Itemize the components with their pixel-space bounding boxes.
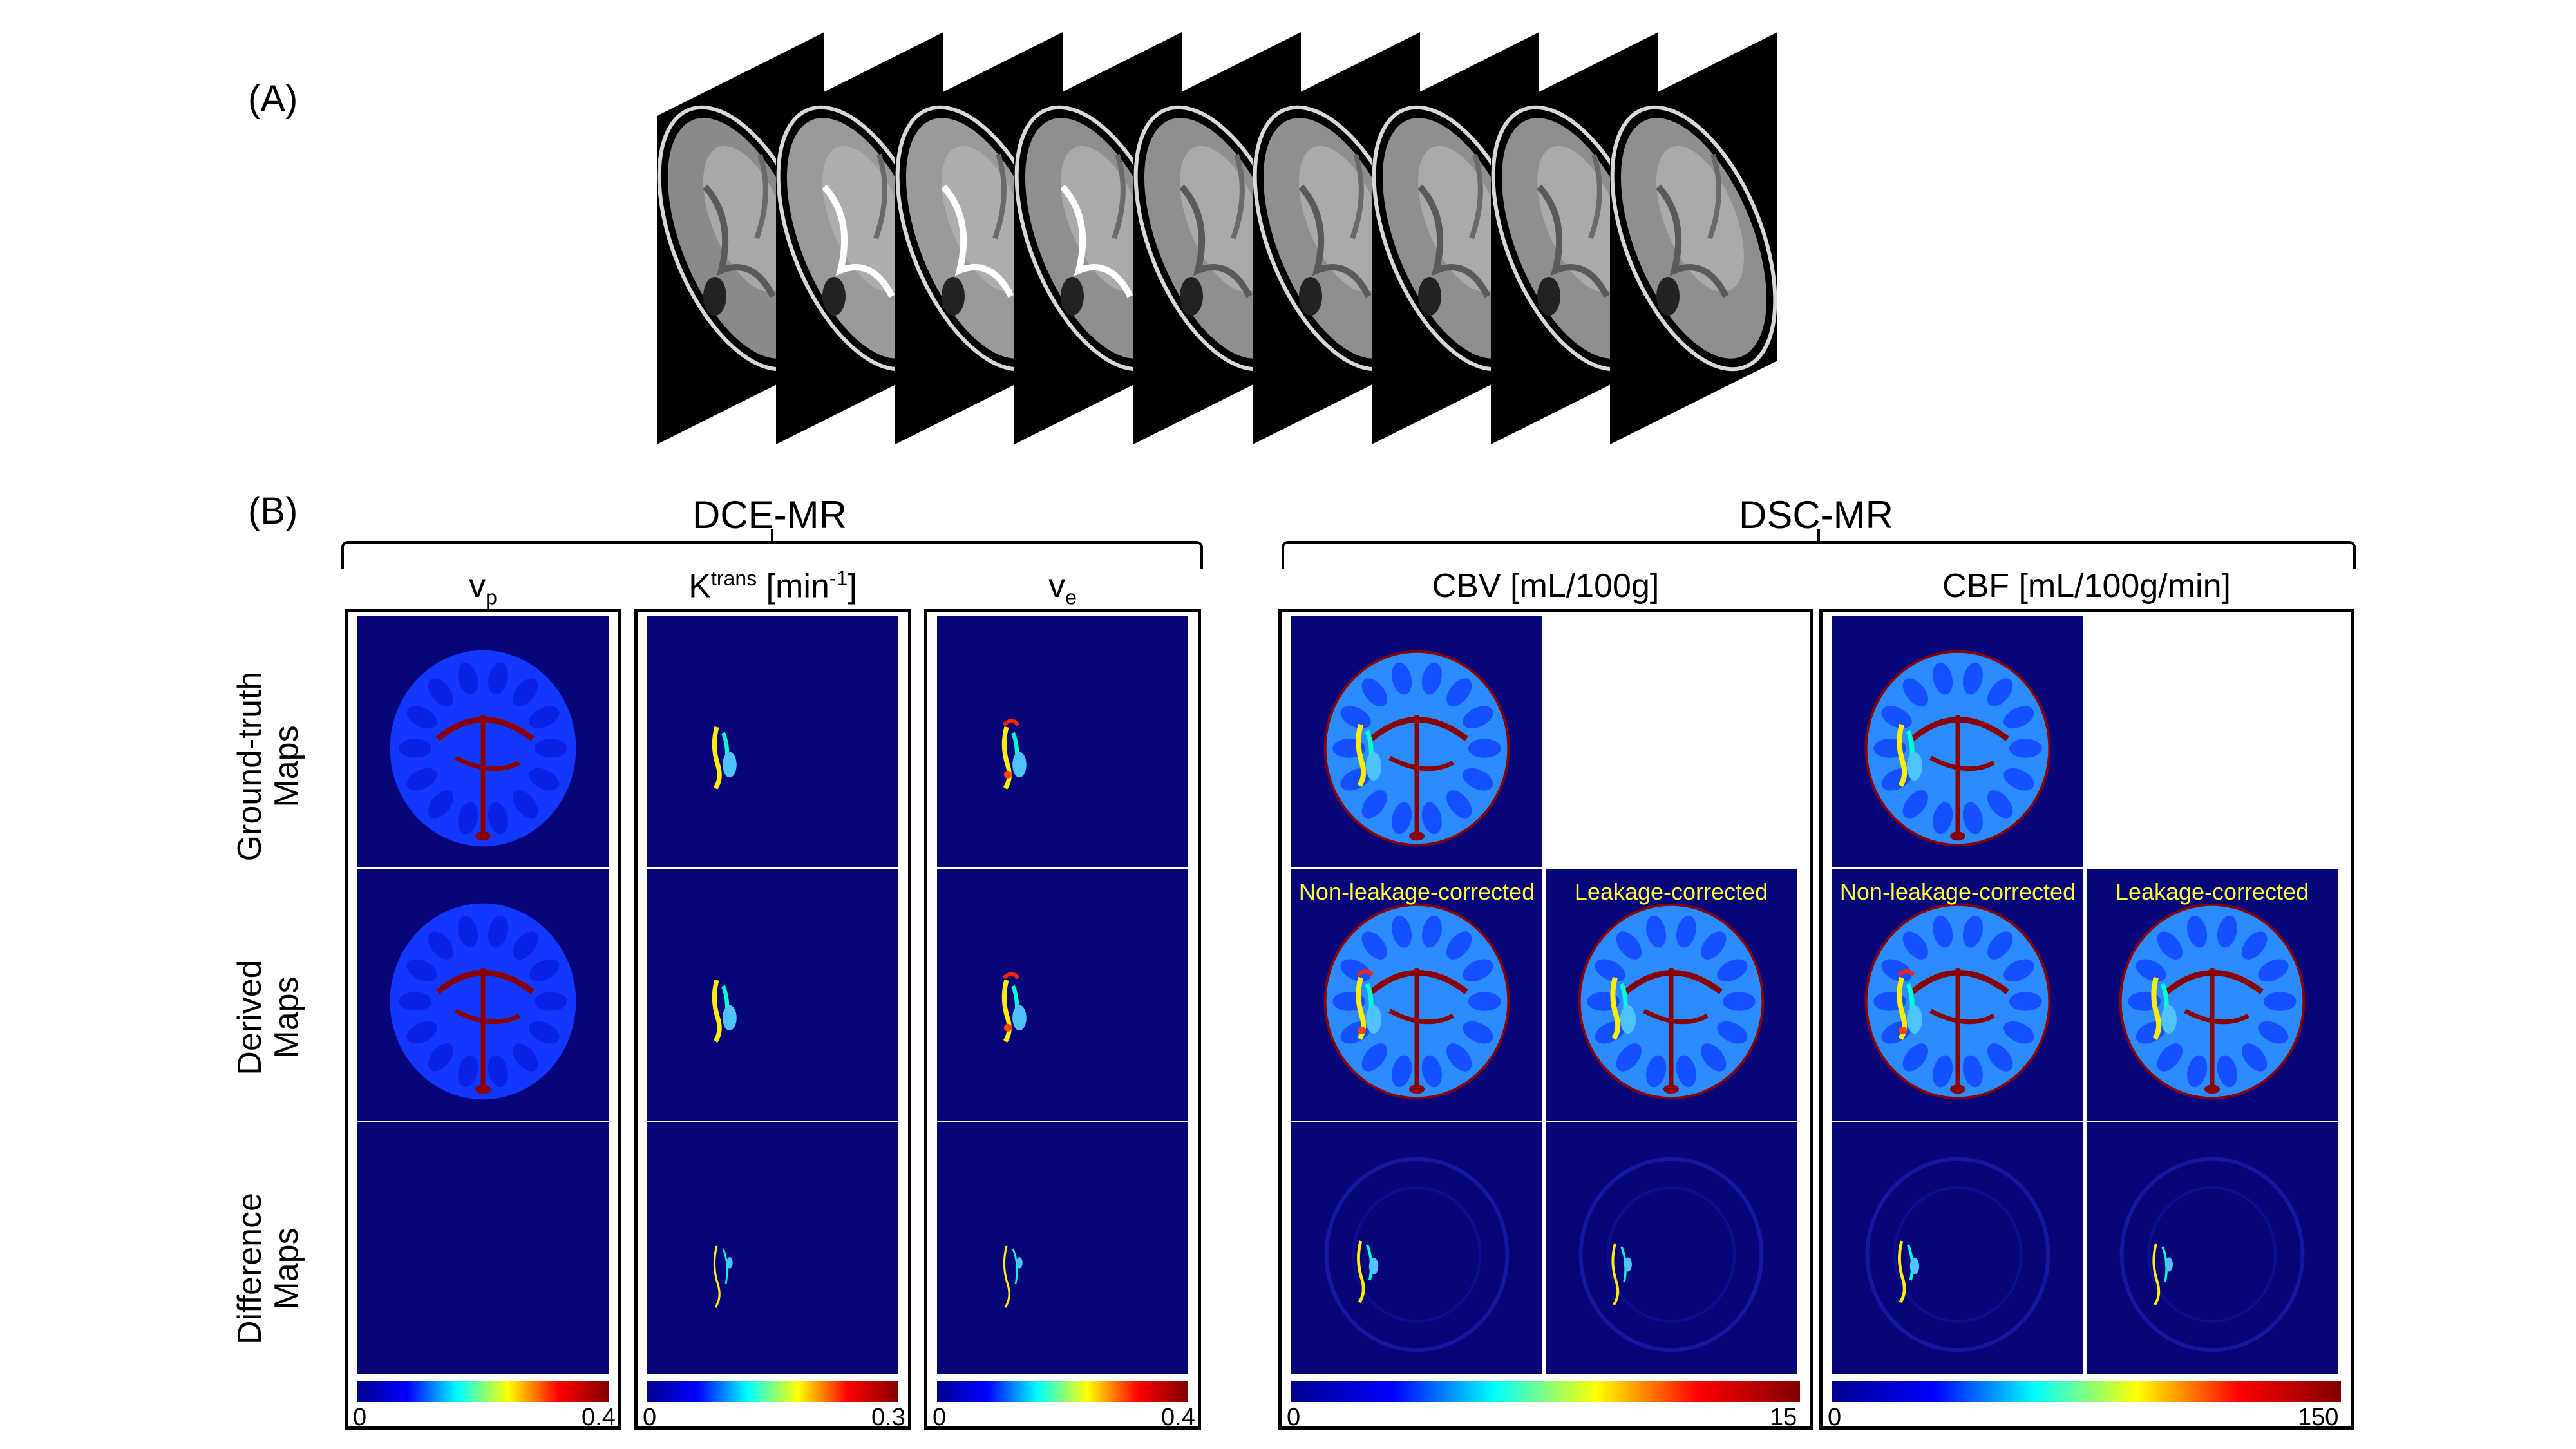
ktrans-ground-truth-map xyxy=(647,616,898,867)
cbf-difference-leakage-map xyxy=(2087,1122,2338,1374)
cbv-colorbar xyxy=(1291,1381,1800,1402)
cbf-derived-leakage-map: Leakage-corrected xyxy=(2087,869,2338,1121)
cbv-colorbar-min: 0 xyxy=(1287,1404,1301,1431)
dsc-mr-bracket xyxy=(1282,541,2356,569)
ktrans-colorbar-min: 0 xyxy=(643,1404,657,1431)
column-title-cbv: CBV [mL/100g] xyxy=(1432,567,1660,605)
cbv-difference-non-leakage-map xyxy=(1291,1122,1542,1374)
ve-derived-map xyxy=(937,869,1188,1121)
ve-colorbar xyxy=(937,1381,1188,1402)
mri-slice-9 xyxy=(1610,32,1777,444)
panel-b-label: (B) xyxy=(248,490,298,532)
ve-difference-map xyxy=(937,1122,1188,1374)
cbv-colorbar-max: 15 xyxy=(1770,1404,1797,1431)
cbv-derived-leakage-map: Leakage-corrected xyxy=(1546,869,1797,1121)
vp-colorbar-min: 0 xyxy=(353,1404,367,1431)
vp-colorbar-max: 0.4 xyxy=(582,1404,616,1431)
vp-colorbar xyxy=(357,1381,609,1402)
cbv-ground-truth-map xyxy=(1291,616,1542,867)
cbf-difference-non-leakage-map xyxy=(1832,1122,2083,1374)
column-title-cbf: CBF [mL/100g/min] xyxy=(1942,567,2231,605)
ve-colorbar-max: 0.4 xyxy=(1161,1404,1195,1431)
ve-colorbar-min: 0 xyxy=(933,1404,947,1431)
dsc-mr-title: DSC-MR xyxy=(1739,493,1893,536)
vp-ground-truth-map xyxy=(357,616,609,867)
cbf-colorbar-min: 0 xyxy=(1828,1404,1842,1431)
ve-ground-truth-map xyxy=(937,616,1188,867)
ktrans-colorbar-max: 0.3 xyxy=(871,1404,905,1431)
cbf-derived-leakage-map-label: Leakage-corrected xyxy=(2115,878,2309,905)
dce-mr-bracket xyxy=(341,541,1203,569)
row-label-difference: Difference Maps xyxy=(231,1192,306,1345)
cbv-derived-non-leakage-map: Non-leakage-corrected xyxy=(1291,869,1542,1121)
row-label-ground-truth: Ground-truth Maps xyxy=(231,671,306,862)
column-title-ve: ve xyxy=(1048,567,1077,609)
cbv-difference-leakage-map xyxy=(1546,1122,1797,1374)
mri-slice-stack xyxy=(644,26,1964,451)
ktrans-difference-map xyxy=(647,1122,898,1374)
row-label-derived: Derived Maps xyxy=(231,960,306,1075)
cbf-derived-non-leakage-map: Non-leakage-corrected xyxy=(1832,869,2083,1121)
dce-mr-title: DCE-MR xyxy=(692,493,847,536)
cbf-derived-non-leakage-map-label: Non-leakage-corrected xyxy=(1839,878,2076,905)
cbv-derived-non-leakage-map-label: Non-leakage-corrected xyxy=(1298,878,1535,905)
vp-derived-map xyxy=(357,869,609,1121)
ktrans-colorbar xyxy=(647,1381,898,1402)
vp-difference-map xyxy=(357,1122,609,1374)
ktrans-derived-map xyxy=(647,869,898,1121)
cbf-ground-truth-map xyxy=(1832,616,2083,867)
column-title-vp: vp xyxy=(469,567,497,609)
panel-a-label: (A) xyxy=(248,78,298,120)
cbf-colorbar-max: 150 xyxy=(2298,1404,2339,1431)
cbf-colorbar xyxy=(1832,1381,2341,1402)
column-title-ktrans: Ktrans [min-1] xyxy=(688,567,857,605)
cbv-derived-leakage-map-label: Leakage-corrected xyxy=(1574,878,1768,905)
